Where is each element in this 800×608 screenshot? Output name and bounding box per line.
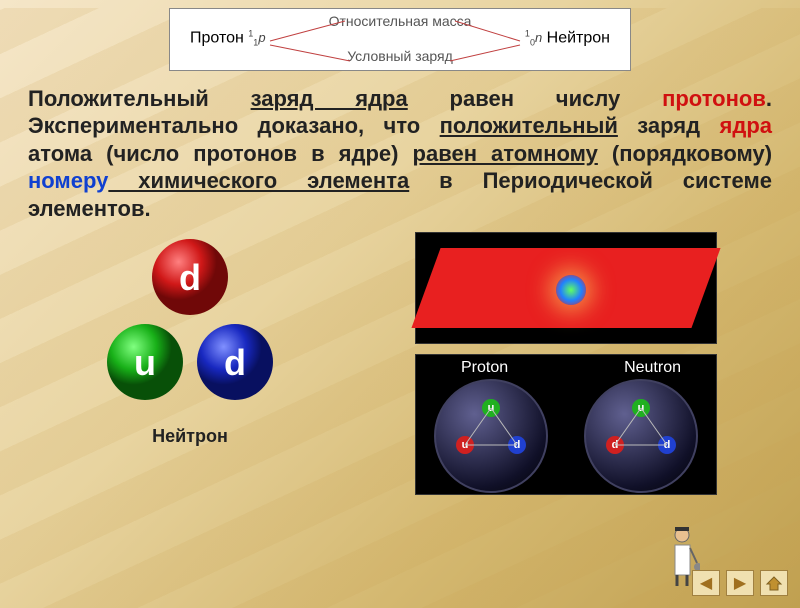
quarks-svg: d u d xyxy=(85,232,295,422)
prev-button[interactable]: ◀ xyxy=(692,570,720,596)
next-button[interactable]: ▶ xyxy=(726,570,754,596)
proton-neutron-figure: Proton Neutron u u d d u d xyxy=(415,354,717,495)
neutron-particle: d u d xyxy=(584,379,698,493)
mass-charge-diagram: Относительная масса Протон 11p 10n Нейтр… xyxy=(169,8,631,71)
proton-particle: u u d xyxy=(434,379,548,493)
quark-d-top: d xyxy=(179,257,201,298)
diagram-lines xyxy=(170,9,610,73)
underline-2: положительный xyxy=(440,113,618,138)
right-column: Proton Neutron u u d d u d xyxy=(415,232,725,495)
underline-1: заряд ядра xyxy=(251,86,408,111)
gluon-field-figure xyxy=(415,232,717,344)
underline-4: химического элемента xyxy=(108,168,409,193)
proton-title: Proton xyxy=(461,359,508,377)
main-text: Положительный заряд ядра равен числу про… xyxy=(28,85,772,223)
images-row: d u d Нейтрон Proton Neutron u u d xyxy=(20,232,780,495)
blue-1: номеру xyxy=(28,168,108,193)
red-1: протонов xyxy=(662,86,766,111)
home-button[interactable] xyxy=(760,570,788,596)
neutron-quarks-figure: d u d Нейтрон xyxy=(75,232,305,447)
quark-u: u xyxy=(134,342,156,383)
neutron-caption: Нейтрон xyxy=(75,426,305,447)
neutron-title: Neutron xyxy=(624,359,681,377)
red-2: ядра xyxy=(720,113,772,138)
nav-buttons: ◀ ▶ xyxy=(692,570,788,596)
home-icon xyxy=(765,575,783,591)
underline-3: равен атомному xyxy=(413,141,598,166)
quark-d-bottom: d xyxy=(224,342,246,383)
